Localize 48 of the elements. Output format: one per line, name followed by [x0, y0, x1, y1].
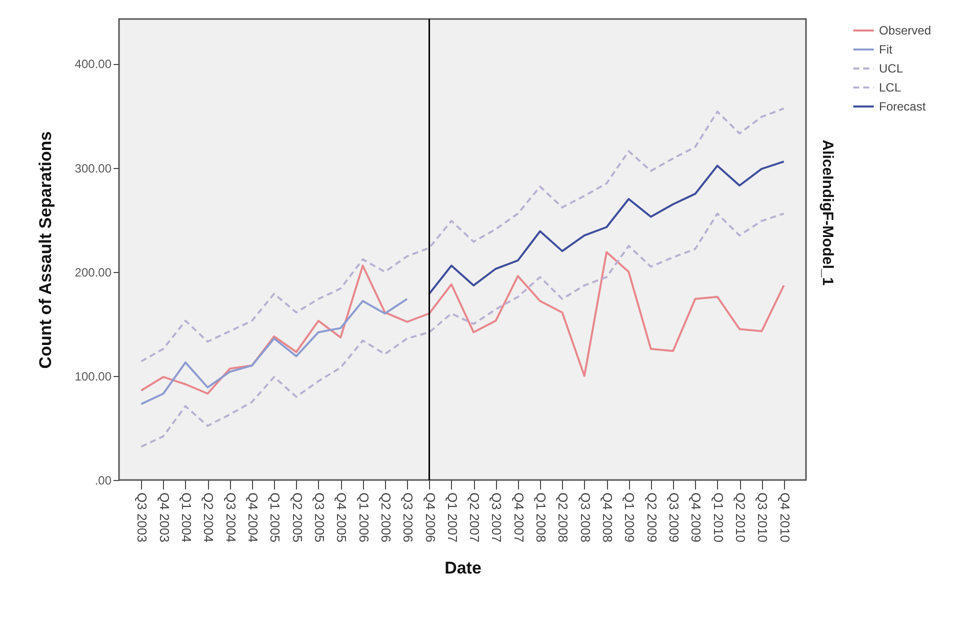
y-tick-label: 300.00	[74, 161, 112, 176]
x-tick-label: Q1 2009	[622, 492, 638, 542]
x-tick-label: Q1 2007	[444, 492, 460, 542]
x-tick-label: Q4 2005	[334, 492, 350, 542]
y-tick-label: 200.00	[74, 265, 112, 280]
y-tick-label: 400.00	[74, 57, 112, 72]
x-tick-label: Q3 2009	[666, 492, 682, 542]
x-tick-label: Q4 2010	[777, 492, 792, 542]
x-tick-label: Q4 2008	[600, 492, 616, 542]
x-tick-label: Q2 2010	[733, 492, 748, 542]
x-tick-label: Q3 2008	[578, 492, 593, 542]
x-tick-label: Q4 2009	[688, 492, 704, 542]
x-tick-label: Q1 2005	[268, 492, 283, 542]
line-series	[140, 251, 785, 395]
x-tick-label: Q1 2008	[534, 492, 549, 542]
x-tick-label: Q2 2009	[644, 492, 660, 542]
x-tick-label: Q2 2008	[556, 492, 571, 542]
x-tick-label: Q3 2007	[489, 492, 504, 542]
x-tick-label: Q3 2003	[134, 492, 150, 542]
x-tick-label: Q2 2004	[201, 492, 216, 542]
x-tick-label: Q3 2004	[223, 492, 238, 542]
x-tick-label: Q3 2006	[400, 492, 416, 542]
x-tick-label: Q1 2006	[356, 492, 372, 542]
x-tick-label: Q3 2005	[312, 492, 327, 542]
x-axis-title: Date	[444, 558, 482, 578]
text: AliceIndigF-Model_1	[819, 140, 836, 286]
x-tick-label: Q4 2007	[511, 492, 526, 542]
line-series	[140, 107, 785, 362]
x-tick-label: Q2 2006	[378, 492, 394, 542]
x-tick-label: Q1 2004	[178, 492, 194, 542]
legend-label: Forecast	[879, 100, 926, 114]
x-tick-label: Q2 2005	[290, 492, 305, 542]
x-tick-label: Q1 2010	[710, 492, 726, 542]
line-series	[140, 212, 785, 448]
x-tick-label: Q2 2007	[467, 492, 482, 542]
x-tick-label: Q4 2004	[245, 492, 260, 542]
x-tick-label: Q3 2010	[755, 492, 770, 542]
y-tick-label: .00	[94, 474, 112, 488]
x-tick-label: Q4 2003	[156, 492, 172, 542]
line-series	[140, 298, 408, 406]
line-series	[428, 160, 785, 295]
legend-label: Fit	[879, 42, 893, 56]
y-axis-title: Count of Assault Separations	[36, 131, 55, 369]
y-tick-label: 100.00	[74, 369, 112, 384]
legend-label: UCL	[879, 62, 904, 76]
legend-label: LCL	[879, 80, 902, 94]
legend-label: Observed	[879, 24, 932, 38]
x-tick-label: Q4 2006	[422, 492, 438, 542]
